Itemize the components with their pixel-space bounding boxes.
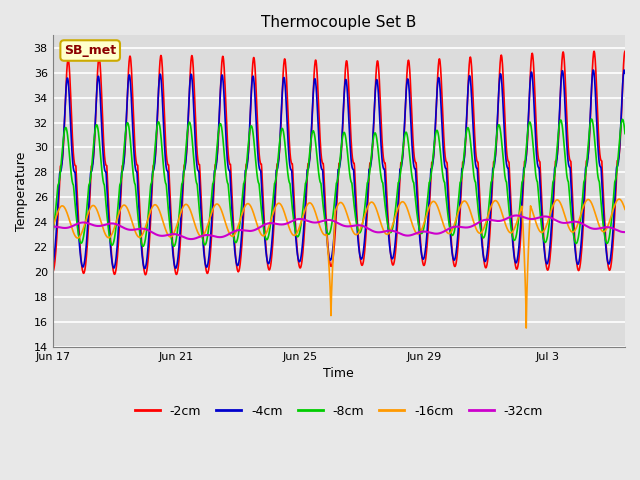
-32cm <box>49 224 56 229</box>
-32cm <box>605 225 613 230</box>
-16cm <box>78 229 86 235</box>
-8cm <box>328 224 335 230</box>
-8cm <box>588 116 595 122</box>
-8cm <box>621 131 629 136</box>
-4cm <box>605 261 612 267</box>
-2cm <box>590 48 598 54</box>
-16cm <box>615 196 623 202</box>
-8cm <box>78 240 86 245</box>
-8cm <box>500 161 508 167</box>
Line: -4cm: -4cm <box>52 70 625 268</box>
-2cm <box>621 48 629 54</box>
-16cm <box>327 312 335 318</box>
Line: -2cm: -2cm <box>52 51 625 275</box>
-4cm <box>328 256 335 262</box>
-8cm <box>605 236 613 241</box>
-16cm <box>499 215 507 220</box>
-8cm <box>140 243 147 249</box>
-16cm <box>522 325 530 331</box>
-2cm <box>78 264 86 270</box>
-4cm <box>605 261 613 267</box>
-4cm <box>78 262 86 268</box>
Title: Thermocouple Set B: Thermocouple Set B <box>261 15 417 30</box>
-2cm <box>312 59 320 64</box>
-32cm <box>513 213 520 218</box>
-8cm <box>312 144 320 150</box>
-4cm <box>589 67 597 73</box>
-32cm <box>328 217 335 223</box>
-32cm <box>187 236 195 242</box>
-4cm <box>141 265 148 271</box>
-4cm <box>312 84 320 89</box>
-32cm <box>621 229 629 235</box>
Legend: -2cm, -4cm, -8cm, -16cm, -32cm: -2cm, -4cm, -8cm, -16cm, -32cm <box>130 400 548 423</box>
Line: -8cm: -8cm <box>52 119 625 246</box>
-32cm <box>605 224 612 230</box>
X-axis label: Time: Time <box>323 367 354 380</box>
-4cm <box>49 262 56 267</box>
-2cm <box>605 267 613 273</box>
-4cm <box>621 71 629 76</box>
-2cm <box>500 84 508 90</box>
-32cm <box>78 220 86 226</box>
-16cm <box>312 211 319 216</box>
-2cm <box>605 266 612 272</box>
-2cm <box>328 264 335 269</box>
-8cm <box>49 231 56 237</box>
-16cm <box>605 221 612 227</box>
-2cm <box>49 269 56 275</box>
-16cm <box>49 225 56 231</box>
-8cm <box>605 237 612 243</box>
Line: -16cm: -16cm <box>52 199 625 328</box>
-4cm <box>500 115 508 121</box>
-32cm <box>312 220 320 226</box>
-32cm <box>500 217 508 223</box>
Line: -32cm: -32cm <box>52 216 625 239</box>
-16cm <box>621 206 629 212</box>
-16cm <box>605 222 612 228</box>
Text: SB_met: SB_met <box>64 44 116 57</box>
-2cm <box>141 272 149 277</box>
Y-axis label: Temperature: Temperature <box>15 151 28 231</box>
